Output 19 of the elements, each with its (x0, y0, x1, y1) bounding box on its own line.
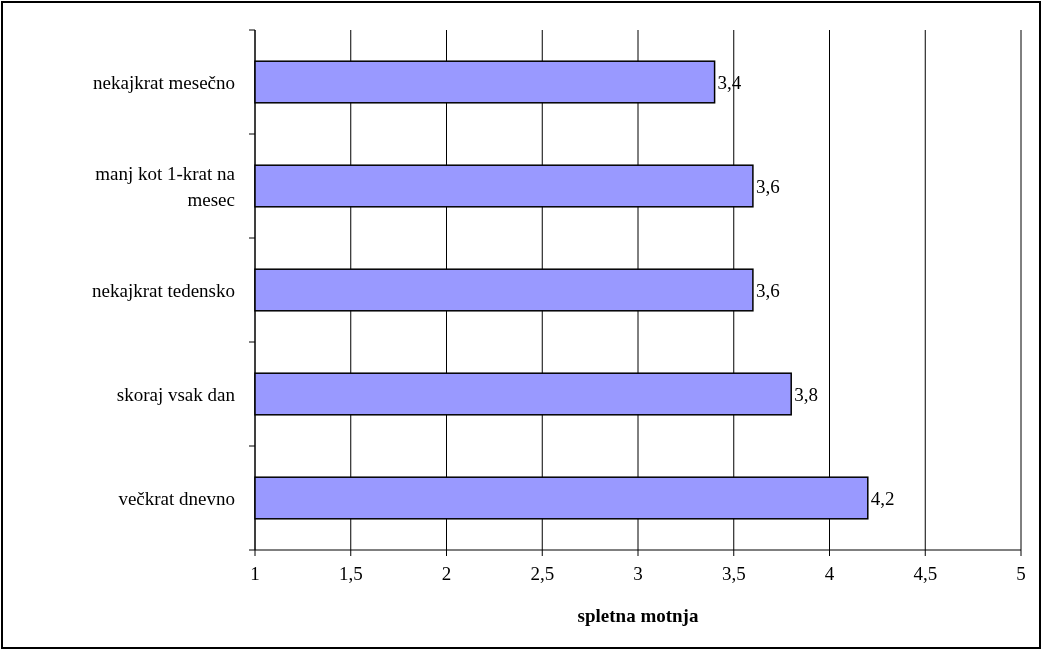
x-tick-label: 4,5 (913, 563, 938, 584)
data-label: 4,2 (870, 487, 895, 509)
y-tick-label: nekajkrat mesečno (93, 71, 235, 93)
y-tick-label: večkrat dnevno (118, 487, 235, 509)
data-label: 3,6 (755, 279, 780, 301)
x-tick-label: 3,5 (721, 563, 746, 584)
x-tick-label: 2 (441, 563, 452, 584)
x-tick-label: 1 (250, 563, 260, 584)
y-tick-label: nekajkrat tedensko (92, 279, 235, 301)
x-axis-title: spletna motnja (577, 605, 699, 626)
x-tick-label: 2,5 (530, 563, 555, 584)
y-tick-label: skoraj vsak dan (116, 383, 236, 405)
x-tick-label: 5 (1016, 563, 1026, 584)
y-tick-label: manj kot 1-krat na mesec (95, 162, 236, 210)
data-label: 3,8 (794, 383, 818, 405)
x-tick-label: 1,5 (338, 563, 363, 584)
x-tick-label: 4 (824, 563, 835, 584)
x-tick-label: 3 (633, 563, 643, 584)
data-label: 3,6 (755, 175, 780, 197)
